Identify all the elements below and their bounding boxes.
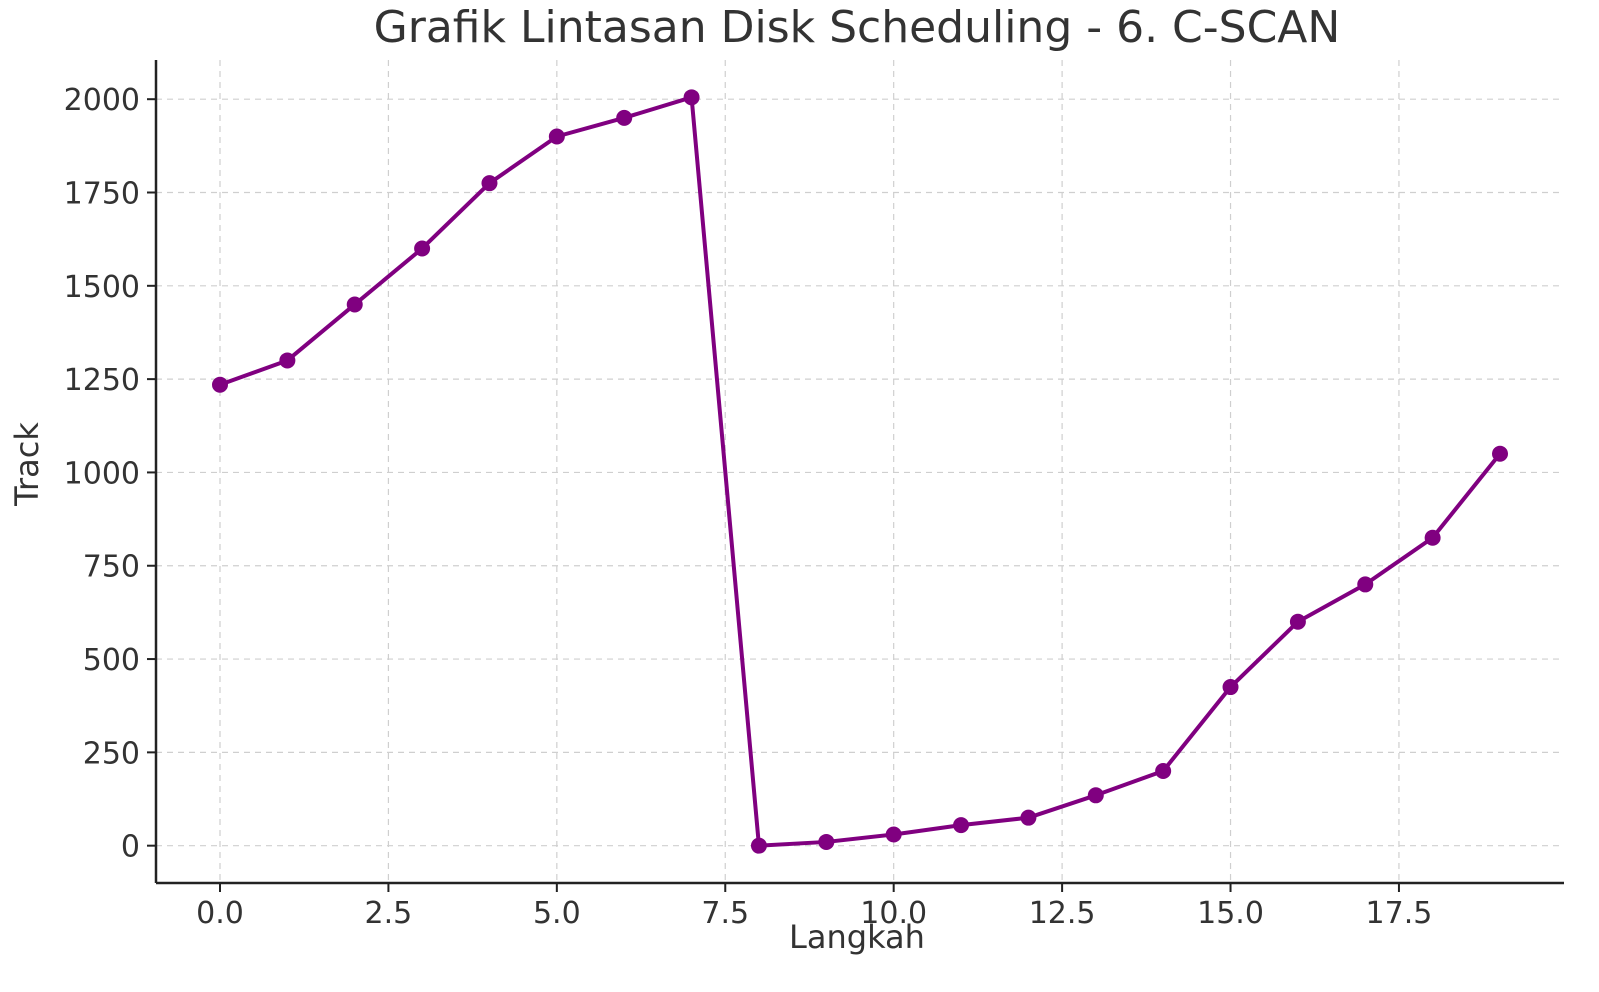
series — [212, 89, 1508, 854]
x-tick-label-2: 5.0 — [533, 896, 581, 931]
data-point-3 — [414, 240, 431, 257]
data-point-11 — [953, 817, 970, 834]
data-point-19 — [1492, 445, 1508, 462]
data-point-4 — [481, 175, 498, 192]
x-tick-label-5: 12.5 — [1029, 896, 1096, 931]
data-point-15 — [1222, 679, 1239, 696]
data-point-14 — [1155, 763, 1172, 780]
data-point-16 — [1289, 613, 1306, 630]
y-tick-label-0: 0 — [121, 830, 140, 865]
grid — [156, 60, 1564, 883]
y-axis-label: Track — [8, 422, 46, 507]
x-tick-label-3: 7.5 — [701, 896, 749, 931]
data-point-6 — [616, 109, 633, 126]
data-point-17 — [1357, 576, 1374, 593]
y-tick-label-3: 750 — [83, 550, 140, 585]
data-point-9 — [818, 833, 835, 850]
y-tick-label-2: 500 — [83, 643, 140, 678]
y-tick-label-1: 250 — [83, 736, 140, 771]
data-point-18 — [1424, 529, 1441, 546]
axes — [154, 60, 1564, 885]
y-tick-label-4: 1000 — [64, 456, 140, 491]
data-point-0 — [212, 376, 228, 393]
series-line-0 — [218, 95, 1502, 848]
y-tick-label-5: 1250 — [64, 363, 140, 398]
data-point-5 — [548, 128, 565, 145]
chart-title: Grafik Lintasan Disk Scheduling - 6. C-S… — [374, 2, 1341, 53]
x-tick-label-1: 2.5 — [365, 896, 413, 931]
data-point-1 — [279, 352, 296, 369]
data-point-8 — [750, 837, 767, 854]
y-tick-label-6: 1500 — [64, 270, 140, 305]
x-tick-label-0: 0.0 — [196, 896, 244, 931]
x-tick-label-6: 15.0 — [1197, 896, 1264, 931]
data-point-2 — [346, 296, 363, 313]
x-axis-label: Langkah — [789, 918, 925, 956]
y-tick-label-7: 1750 — [64, 177, 140, 212]
x-tick-label-4: 10.0 — [860, 896, 927, 931]
data-point-12 — [1020, 809, 1037, 826]
ticks: 0.0 2.5 5.0 7.5 10.0 12.5 15.0 17.5 0 250 500 750 10… — [64, 83, 1433, 931]
data-point-10 — [885, 826, 902, 843]
x-tick-label-7: 17.5 — [1366, 896, 1433, 931]
data-point-13 — [1087, 787, 1104, 804]
y-tick-label-8: 2000 — [64, 83, 140, 118]
data-point-7 — [683, 89, 700, 106]
